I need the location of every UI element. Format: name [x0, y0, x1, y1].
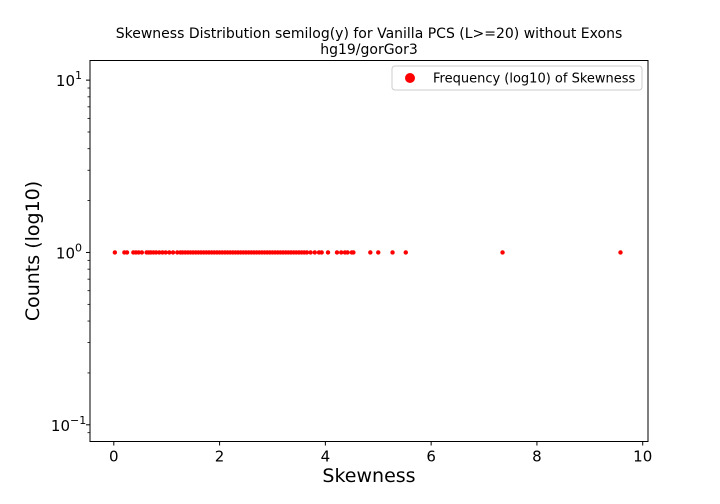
- x-tick-label: 6: [426, 448, 436, 466]
- data-point: [403, 250, 408, 255]
- x-tick-label: 2: [215, 448, 225, 466]
- data-point: [345, 250, 350, 255]
- data-point: [139, 250, 145, 255]
- x-axis-label: Skewness: [322, 465, 415, 487]
- data-point: [339, 250, 344, 255]
- data-point: [304, 250, 310, 255]
- data-point: [325, 250, 331, 255]
- y-tick-exponent: 1: [75, 69, 82, 82]
- legend-marker: [405, 73, 415, 83]
- x-tick-label: 0: [109, 448, 119, 466]
- data-point: [351, 250, 356, 255]
- x-tick-label: 4: [321, 448, 331, 466]
- data-point: [618, 250, 623, 255]
- y-tick-label: 10: [56, 244, 75, 262]
- y-axis-label: Counts (log10): [22, 181, 44, 321]
- data-point: [153, 250, 159, 255]
- x-tick-label: 10: [633, 448, 652, 466]
- legend: Frequency (log10) of Skewness: [391, 65, 643, 91]
- data-point: [167, 250, 172, 255]
- x-tick-label: 8: [532, 448, 542, 466]
- data-point: [163, 250, 168, 255]
- data-point: [175, 250, 180, 255]
- data-point: [312, 250, 317, 255]
- plot-frame: [89, 60, 649, 442]
- data-point: [308, 250, 313, 255]
- legend-label: Frequency (log10) of Skewness: [433, 72, 636, 87]
- y-tick-label: 10: [56, 72, 75, 90]
- data-point: [390, 250, 395, 255]
- data-point: [500, 250, 505, 255]
- y-tick-exponent: −1: [70, 414, 86, 427]
- data-point: [112, 250, 118, 255]
- y-tick-exponent: 0: [75, 241, 82, 254]
- data-point: [368, 250, 373, 255]
- data-point: [157, 250, 162, 255]
- data-point: [376, 250, 381, 255]
- data-point: [124, 250, 130, 255]
- data-point: [334, 250, 340, 255]
- chart-subtitle: hg19/gorGor3: [320, 42, 418, 58]
- data-point: [160, 250, 165, 255]
- data-point: [170, 250, 176, 255]
- chart-title: Skewness Distribution semilog(y) for Van…: [116, 26, 623, 42]
- y-tick-label: 10: [51, 417, 70, 435]
- data-point: [136, 250, 141, 255]
- data-point: [319, 250, 324, 255]
- legend-box: [391, 65, 643, 91]
